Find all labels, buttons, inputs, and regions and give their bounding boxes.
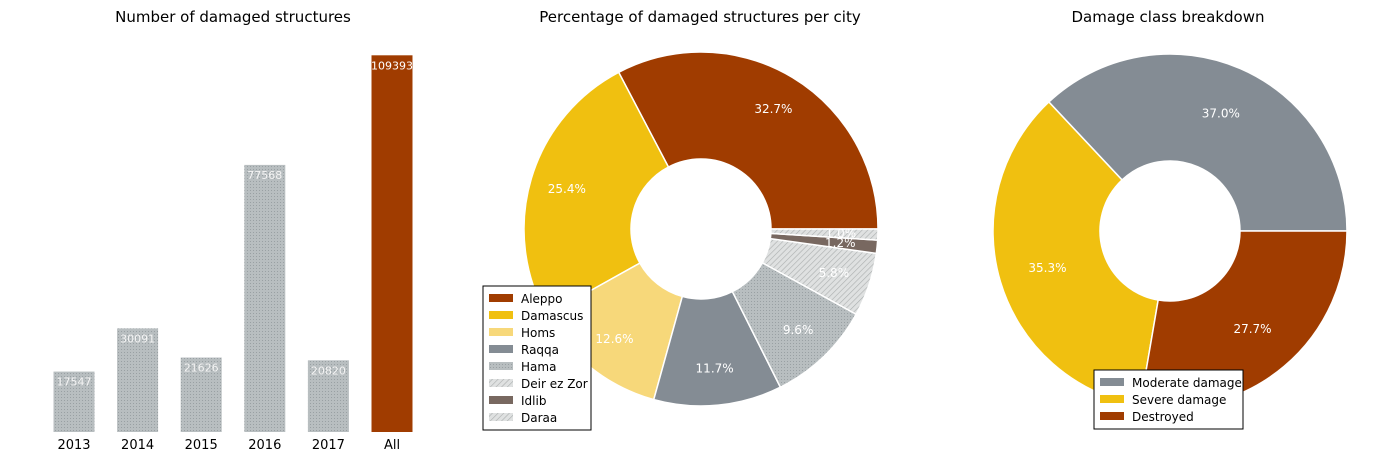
slice-label-deir-ez-zor: 5.8%: [819, 266, 850, 280]
bar-2013: [53, 371, 95, 432]
slice-daraa: [770, 228, 879, 241]
city-pie-chart: Percentage of damaged structures per cit…: [482, 8, 879, 431]
legend-swatch-hama: [489, 362, 513, 370]
legend-swatch-homs: [489, 328, 513, 336]
bar-value-label: 17547: [57, 376, 92, 389]
legend-label-aleppo: Aleppo: [521, 292, 563, 306]
legend-label-hama: Hama: [521, 360, 556, 374]
slice-label-homs: 12.6%: [595, 332, 633, 346]
bar-value-label: 20820: [311, 364, 346, 377]
bar-value-label: 77568: [247, 169, 282, 182]
bar-value-label: 30091: [120, 332, 155, 345]
legend-swatch-raqqa: [489, 345, 513, 353]
bar-chart: Number of damaged structures 17547 2013 30…: [53, 8, 413, 453]
legend-swatch-damascus: [489, 311, 513, 319]
x-tick-label: All: [384, 438, 400, 453]
slice-label-damascus: 25.4%: [548, 182, 586, 196]
legend-label-destroyed: Destroyed: [1132, 410, 1194, 424]
slice-label-daraa: 1.0%: [826, 226, 857, 240]
x-tick-label: 2015: [185, 438, 218, 453]
x-tick-label: 2016: [248, 438, 281, 453]
legend-frame: [482, 285, 592, 431]
slice-label-destroyed: 27.7%: [1233, 322, 1271, 336]
bar-all: [371, 55, 413, 432]
legend-swatch-deir-ez-zor: [489, 379, 513, 387]
legend-swatch-destroyed: [1100, 412, 1124, 420]
city-legend: Aleppo Damascus Homs Raqqa Hama Deir ez Zor Id…: [482, 285, 592, 431]
bar-chart-title: Number of damaged structures: [115, 8, 351, 26]
legend-label-severe-damage: Severe damage: [1132, 393, 1226, 407]
x-tick-label: 2014: [121, 438, 154, 453]
bar-2017: [307, 360, 349, 432]
city-pie-title: Percentage of damaged structures per cit…: [539, 8, 861, 26]
class-pie-title: Damage class breakdown: [1071, 8, 1264, 26]
legend-swatch-idlib: [489, 396, 513, 404]
legend-label-daraa: Daraa: [521, 411, 557, 425]
class-legend: Moderate damage Severe damage Destroyed: [1093, 369, 1244, 430]
legend-label-moderate-damage: Moderate damage: [1132, 376, 1242, 390]
legend-label-raqqa: Raqqa: [521, 343, 559, 357]
legend-label-idlib: Idlib: [521, 394, 546, 408]
x-tick-label: 2017: [312, 438, 345, 453]
slice-aleppo: [617, 51, 879, 230]
x-tick-label: 2013: [57, 438, 90, 453]
slice-label-moderate-damage: 37.0%: [1202, 107, 1240, 121]
legend-swatch-severe-damage: [1100, 395, 1124, 403]
class-pie-chart: Damage class breakdown 37.0% 35.3% 27.7% M…: [992, 8, 1348, 430]
slice-moderate-damage: [1047, 53, 1348, 232]
slice-label-aleppo: 32.7%: [754, 102, 792, 116]
bar-2016: [244, 164, 286, 432]
bar-value-label: 21626: [184, 362, 219, 375]
legend-label-damascus: Damascus: [521, 309, 583, 323]
legend-swatch-daraa: [489, 413, 513, 421]
slice-label-idlib: 1.2%: [825, 236, 856, 250]
slice-label-severe-damage: 35.3%: [1028, 261, 1066, 275]
legend-swatch-aleppo: [489, 294, 513, 302]
legend-label-homs: Homs: [521, 326, 555, 340]
bar-value-label: 109393: [371, 59, 413, 72]
bar-2015: [180, 357, 222, 432]
slice-label-hama: 9.6%: [783, 323, 814, 337]
legend-label-deir-ez-zor: Deir ez Zor: [521, 377, 588, 391]
legend-swatch-moderate-damage: [1100, 378, 1124, 386]
bar-2014: [117, 328, 159, 432]
slice-label-raqqa: 11.7%: [696, 361, 734, 375]
